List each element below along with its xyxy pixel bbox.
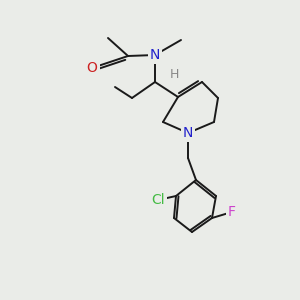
Text: Cl: Cl xyxy=(151,193,165,207)
Text: N: N xyxy=(183,126,193,140)
Text: O: O xyxy=(87,61,98,75)
Text: N: N xyxy=(150,48,160,62)
Text: H: H xyxy=(169,68,179,80)
Text: F: F xyxy=(228,205,236,219)
